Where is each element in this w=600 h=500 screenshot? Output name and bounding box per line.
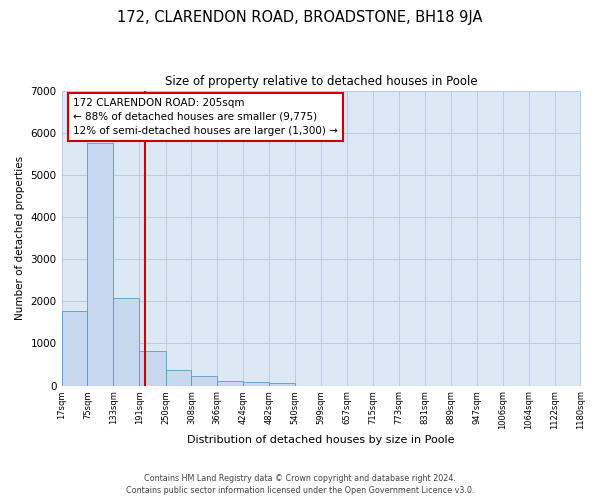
Text: Contains HM Land Registry data © Crown copyright and database right 2024.
Contai: Contains HM Land Registry data © Crown c… <box>126 474 474 495</box>
Text: 172, CLARENDON ROAD, BROADSTONE, BH18 9JA: 172, CLARENDON ROAD, BROADSTONE, BH18 9J… <box>117 10 483 25</box>
X-axis label: Distribution of detached houses by size in Poole: Distribution of detached houses by size … <box>187 435 455 445</box>
Bar <box>217 380 243 386</box>
Bar <box>166 370 191 386</box>
Bar <box>113 298 139 386</box>
Bar <box>243 382 269 386</box>
Bar <box>139 351 166 386</box>
Bar <box>191 376 217 386</box>
Y-axis label: Number of detached properties: Number of detached properties <box>15 156 25 320</box>
Title: Size of property relative to detached houses in Poole: Size of property relative to detached ho… <box>165 75 478 88</box>
Bar <box>88 143 113 386</box>
Bar <box>62 311 88 386</box>
Text: 172 CLARENDON ROAD: 205sqm
← 88% of detached houses are smaller (9,775)
12% of s: 172 CLARENDON ROAD: 205sqm ← 88% of deta… <box>73 98 338 136</box>
Bar <box>269 384 295 386</box>
